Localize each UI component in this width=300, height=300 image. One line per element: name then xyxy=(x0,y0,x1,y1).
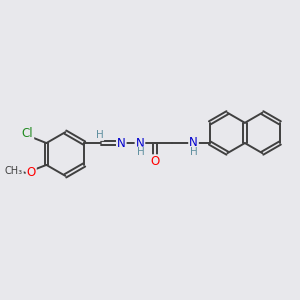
Text: N: N xyxy=(189,136,198,148)
Text: CH₃: CH₃ xyxy=(5,166,23,176)
Text: O: O xyxy=(27,167,36,179)
Text: N: N xyxy=(117,136,126,150)
Text: O: O xyxy=(151,155,160,168)
Text: H: H xyxy=(190,147,198,158)
Text: Cl: Cl xyxy=(22,127,33,140)
Text: H: H xyxy=(96,130,103,140)
Text: H: H xyxy=(136,147,144,158)
Text: N: N xyxy=(136,136,144,150)
